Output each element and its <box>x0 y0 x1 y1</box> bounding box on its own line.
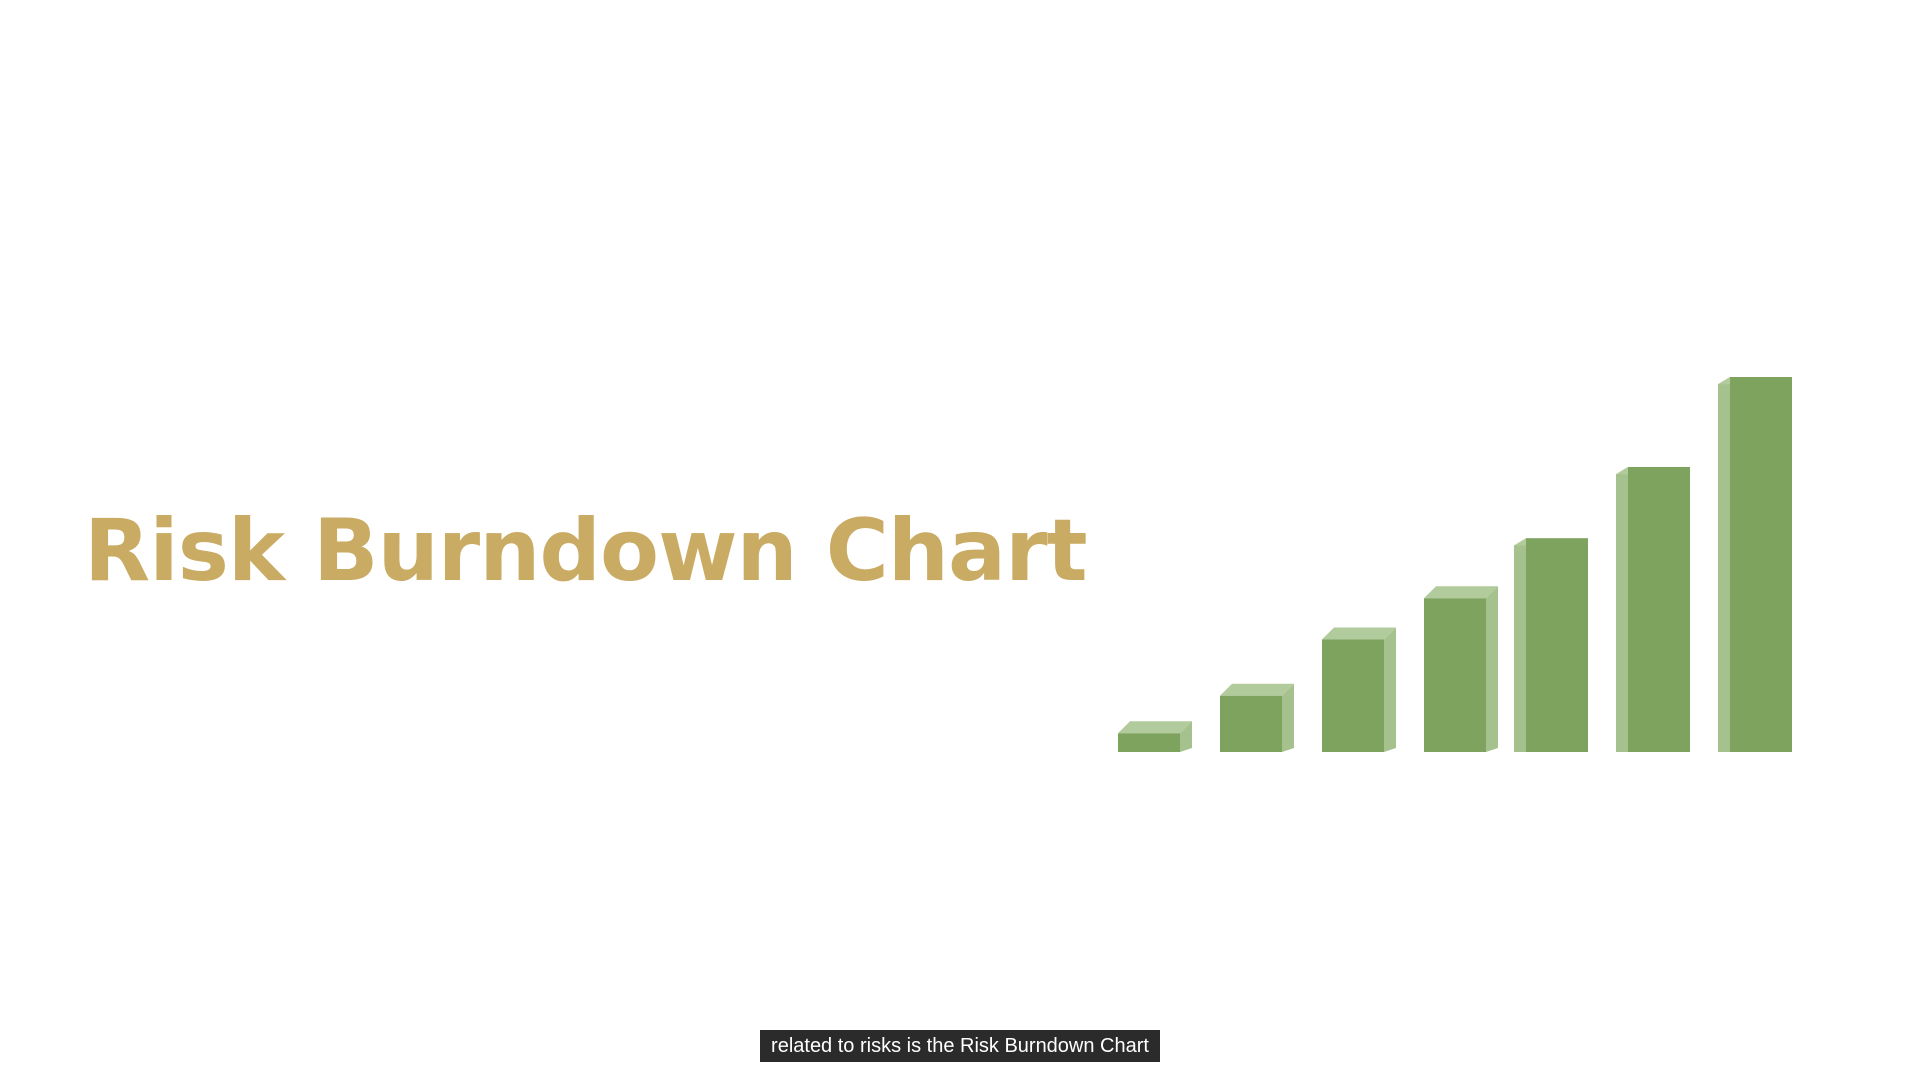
bar-side-face <box>1180 721 1192 752</box>
bar-6 <box>1616 467 1690 752</box>
caption-text: related to risks is the Risk Burndown Ch… <box>760 1030 1160 1062</box>
bar-side-face <box>1616 467 1628 752</box>
bar-4 <box>1424 586 1498 752</box>
bar-top-face <box>1220 683 1294 696</box>
bar-side-face <box>1718 377 1730 752</box>
bar-front-face <box>1322 639 1384 752</box>
bar-3 <box>1322 627 1396 752</box>
bar-front-face <box>1628 467 1690 752</box>
bar-side-face <box>1514 538 1526 752</box>
bar-front-face <box>1526 538 1588 752</box>
bar-chart-graphic <box>1118 377 1792 752</box>
bar-front-face <box>1424 598 1486 752</box>
bar-side-face <box>1384 627 1396 752</box>
bar-5 <box>1514 538 1588 752</box>
bar-front-face <box>1118 733 1180 752</box>
bar-7 <box>1718 377 1792 752</box>
bar-top-face <box>1118 721 1192 734</box>
bar-side-face <box>1486 586 1498 752</box>
bar-top-face <box>1322 627 1396 640</box>
slide-title: Risk Burndown Chart <box>84 501 1088 601</box>
bar-front-face <box>1730 377 1792 752</box>
bar-side-face <box>1282 683 1294 752</box>
bar-2 <box>1220 683 1294 752</box>
bar-top-face <box>1424 586 1498 599</box>
caption-bar: related to risks is the Risk Burndown Ch… <box>0 1030 1920 1062</box>
bar-1 <box>1118 721 1192 752</box>
bar-front-face <box>1220 695 1282 752</box>
